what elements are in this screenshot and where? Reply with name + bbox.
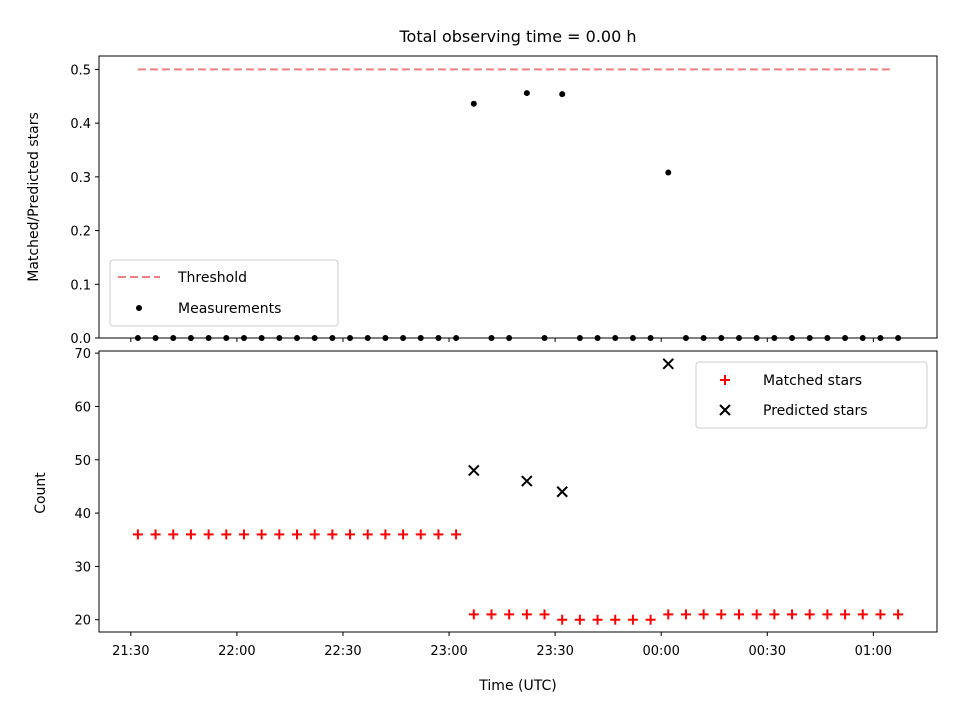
matched-star-point bbox=[345, 529, 356, 540]
matched-star-point bbox=[380, 529, 391, 540]
matched-star-point bbox=[610, 614, 621, 625]
matched-star-point bbox=[574, 614, 585, 625]
matched-star-point bbox=[822, 609, 833, 620]
matched-star-point bbox=[804, 609, 815, 620]
measurement-point bbox=[665, 169, 672, 176]
x-tick-label: 22:30 bbox=[324, 644, 361, 659]
matched-star-point bbox=[362, 529, 373, 540]
bottom-legend: Matched stars Predicted stars bbox=[695, 361, 928, 429]
x-tick-label: 21:30 bbox=[112, 644, 149, 659]
matched-star-point bbox=[468, 609, 479, 620]
matched-star-point bbox=[680, 609, 691, 620]
matched-star-point bbox=[840, 609, 851, 620]
bottom-plot-frame bbox=[98, 350, 938, 633]
matched-star-point bbox=[292, 529, 303, 540]
matched-star-point bbox=[433, 529, 444, 540]
matched-star-point bbox=[221, 529, 232, 540]
matched-star-point bbox=[504, 609, 515, 620]
matched-star-point bbox=[168, 529, 179, 540]
bottom-y-tick-label: 40 bbox=[74, 507, 91, 522]
matched-star-point bbox=[185, 529, 196, 540]
matched-star-point bbox=[733, 609, 744, 620]
bottom-y-tick-label: 50 bbox=[74, 454, 91, 469]
matched-star-point bbox=[857, 609, 868, 620]
top-y-tick-label: 0.5 bbox=[70, 63, 91, 78]
matched-star-point bbox=[274, 529, 285, 540]
matched-star-point bbox=[663, 609, 674, 620]
matched-star-point bbox=[627, 614, 638, 625]
matched-star-point bbox=[451, 529, 462, 540]
x-axis-label: Time (UTC) bbox=[478, 678, 556, 694]
matched-star-point bbox=[415, 529, 426, 540]
legend-predicted-label: Predicted stars bbox=[763, 403, 868, 419]
top-y-axis-label: Matched/Predicted stars bbox=[26, 112, 42, 282]
matched-star-point bbox=[398, 529, 409, 540]
bottom-panel: 20 30 40 50 60 70 21:30 22:00 22:30 23:00 23:30 00:… bbox=[74, 347, 938, 659]
predicted-star-point bbox=[521, 475, 533, 487]
x-tick-label: 22:00 bbox=[218, 644, 255, 659]
top-legend-box bbox=[109, 259, 339, 327]
matched-star-point bbox=[203, 529, 214, 540]
matched-star-point bbox=[486, 609, 497, 620]
legend-measurements-label: Measurements bbox=[178, 301, 281, 317]
matched-star-point bbox=[645, 614, 656, 625]
matched-star-point bbox=[769, 609, 780, 620]
matched-star-point bbox=[521, 609, 532, 620]
legend-predicted-swatch bbox=[719, 404, 731, 416]
matched-star-point bbox=[309, 529, 320, 540]
matched-star-point bbox=[716, 609, 727, 620]
matched-star-point bbox=[893, 609, 904, 620]
measurement-point bbox=[523, 90, 530, 97]
bottom-y-tick-label: 70 bbox=[74, 347, 91, 362]
bottom-y-tick-label: 60 bbox=[74, 400, 91, 415]
top-y-tick-label: 0.0 bbox=[70, 332, 91, 347]
x-tick-label: 00:00 bbox=[642, 644, 679, 659]
matched-star-point bbox=[132, 529, 143, 540]
top-y-tick-label: 0.2 bbox=[70, 225, 91, 240]
matched-star-point bbox=[751, 609, 762, 620]
legend-matched-label: Matched stars bbox=[763, 373, 862, 389]
matched-star-point bbox=[787, 609, 798, 620]
predicted-star-point bbox=[468, 464, 480, 477]
matched-star-point bbox=[539, 609, 550, 620]
matched-star-point bbox=[256, 529, 267, 540]
measurement-point bbox=[470, 100, 477, 107]
x-tick-label: 01:00 bbox=[855, 644, 892, 659]
legend-matched-swatch bbox=[720, 375, 730, 385]
x-tick-label: 23:00 bbox=[430, 644, 467, 659]
bottom-y-tick-label: 20 bbox=[74, 614, 91, 629]
predicted-star-point bbox=[662, 358, 674, 370]
matched-star-point bbox=[238, 529, 249, 540]
matched-star-point bbox=[557, 614, 568, 625]
bottom-y-tick-label: 30 bbox=[74, 560, 91, 575]
top-plot-frame bbox=[98, 55, 938, 339]
top-y-tick-label: 0.4 bbox=[70, 117, 91, 132]
legend-measurements-swatch bbox=[136, 305, 142, 311]
x-tick-label: 23:30 bbox=[536, 644, 573, 659]
predicted-star-point bbox=[556, 486, 568, 498]
x-tick-label: 00:30 bbox=[749, 644, 786, 659]
chart-title: Total observing time = 0.00 h bbox=[398, 27, 636, 46]
top-panel: 0.0 0.1 0.2 0.3 0.4 0.5 Threshold Measurements bbox=[70, 55, 938, 347]
matched-star-point bbox=[875, 609, 886, 620]
legend-threshold-label: Threshold bbox=[177, 270, 247, 286]
measurement-point bbox=[559, 91, 566, 98]
top-legend: Threshold Measurements bbox=[109, 259, 339, 327]
matched-star-point bbox=[592, 614, 603, 625]
bottom-legend-box bbox=[695, 361, 928, 429]
matched-star-point bbox=[327, 529, 338, 540]
top-y-tick-label: 0.1 bbox=[70, 278, 91, 293]
matched-star-point bbox=[150, 529, 161, 540]
top-y-tick-label: 0.3 bbox=[70, 171, 91, 186]
matched-star-point bbox=[698, 609, 709, 620]
bottom-y-axis-label: Count bbox=[33, 472, 49, 514]
